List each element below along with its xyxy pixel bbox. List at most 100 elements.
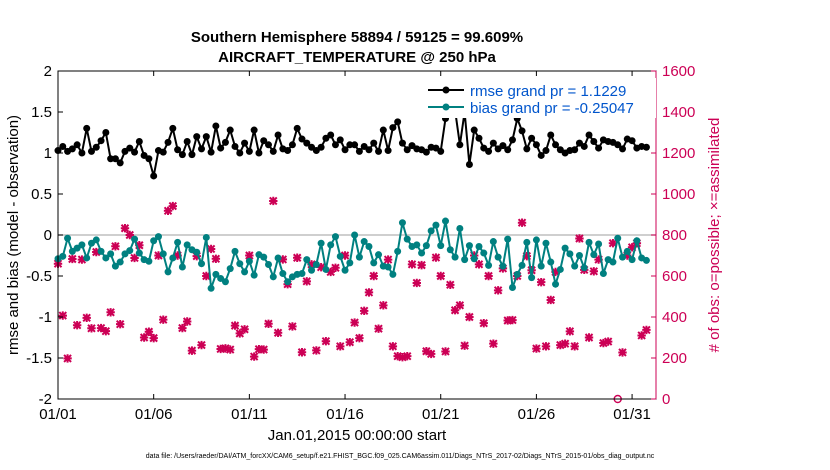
bias-point [422,242,430,250]
obs-assimilated-marker [72,320,82,330]
obs-assimilated-marker [130,253,139,263]
bias-point [456,224,464,232]
obs-assimilated-marker [374,324,383,333]
obs-assimilated-marker [101,326,111,336]
obs-assimilated-marker [245,251,254,260]
bias-point [614,234,622,242]
obs-assimilated-marker [297,348,307,357]
left-tick-label: -1.5 [26,350,52,367]
obs-assimilated-marker [398,352,407,362]
chart-title-line1: Southern Hemisphere 58894 / 59125 = 99.6… [191,29,523,46]
bias-point [150,237,158,245]
rmse-point [403,146,411,154]
bias-point [566,250,574,258]
rmse-point [92,143,100,151]
x-axis-label: Jan.01,2015 00:00:00 start [268,427,447,444]
obs-assimilated-marker [608,238,618,248]
bias-series [54,217,650,292]
bias-point [59,252,67,260]
rmse-point [394,118,402,126]
obs-assimilated-marker [331,263,340,273]
right-tick-label: 1200 [662,145,695,162]
rmse-point [336,136,344,144]
bias-point [360,238,368,246]
rmse-point [614,141,622,149]
bias-point [432,221,440,229]
bias-point [92,236,100,244]
rmse-point [221,138,229,146]
bias-point [221,278,229,286]
rmse-point [102,129,110,136]
obs-assimilated-marker [292,253,302,262]
legend-bias-label: bias grand pr = -0.25047 [470,100,634,117]
rmse-point [97,137,105,145]
rmse-point [245,147,253,155]
bias-point [451,253,459,261]
obs-assimilated-marker [489,339,498,348]
obs-assimilated-marker [436,271,445,281]
obs-assimilated-marker [192,251,201,261]
obs-assimilated-marker [154,251,163,260]
rmse-point [183,138,191,146]
obs-assimilated-marker [465,312,474,322]
rmse-point [68,145,76,153]
bias-point [174,238,182,246]
obs-assimilated-marker [446,280,455,290]
obs-assimilated-marker [206,244,216,254]
bias-point [279,270,287,278]
rmse-point [532,141,540,149]
rmse-point [217,144,225,152]
legend-bias-marker [442,103,450,111]
bias-point [126,247,134,255]
obs-assimilated-marker [599,338,608,348]
obs-assimilated-marker [560,339,570,348]
bias-point [97,247,105,255]
obs-assimilated-marker [326,267,335,277]
left-tick-label: 2 [44,63,52,80]
right-tick-label: 1600 [662,63,695,80]
bias-point [547,258,555,266]
obs-assimilated-marker [173,251,182,260]
rmse-point [379,126,387,134]
obs-assimilated-marker [642,325,651,335]
obs-assimilated-marker [450,306,460,315]
bias-point [284,278,292,286]
rmse-point [135,138,143,146]
obs-assimilated-marker [273,328,283,337]
right-tick-label: 0 [662,391,670,408]
rmse-point [111,155,119,163]
rmse-point [164,138,172,146]
obs-assimilated-marker [316,262,326,272]
obs-assimilated-marker [63,354,72,363]
bias-point [619,253,627,261]
rmse-point [470,126,478,134]
rmse-point [398,139,406,147]
bias-point [260,253,268,261]
bias-point [561,244,569,252]
bias-point [513,270,521,278]
obs-assimilated-marker [594,255,603,264]
obs-assimilated-marker [307,260,316,269]
obs-assimilated-marker [350,318,359,327]
rmse-point [571,146,579,154]
bias-point [470,255,478,263]
bias-point [236,260,244,268]
rmse-point [370,139,378,147]
rmse-point [174,146,182,154]
rmse-series [54,106,650,180]
rmse-point [642,143,650,151]
bias-point [355,253,363,261]
rmse-point [365,146,373,154]
y-axis-label-right: # of obs: o=possible; ×=assimilated [706,118,723,353]
bias-point [384,263,392,271]
bias-point [78,241,86,249]
bias-point [212,270,220,278]
rmse-point [145,155,153,163]
rmse-point [288,141,296,149]
bias-point [241,268,249,276]
bias-point [107,250,115,258]
obs-assimilated-marker [288,322,297,331]
obs-assimilated-marker [135,241,144,250]
bias-point [580,264,588,272]
bias-point [331,233,339,241]
